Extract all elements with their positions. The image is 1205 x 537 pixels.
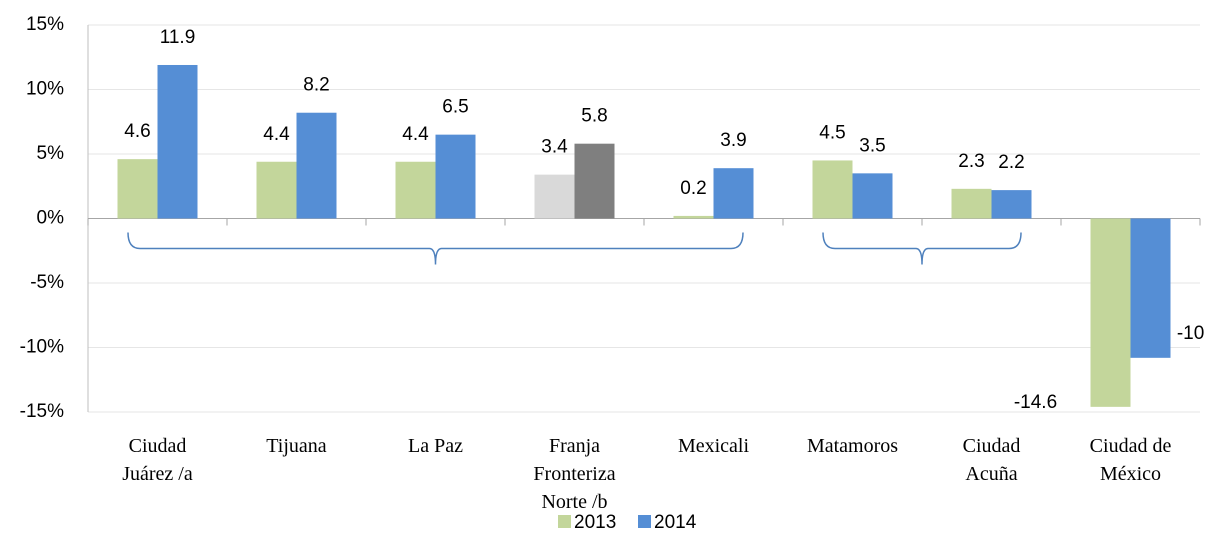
x-tick-label: Ciudad Acuña	[963, 435, 1021, 485]
value-label: -10.8	[1177, 323, 1205, 344]
value-label: 6.5	[442, 97, 468, 118]
bar	[296, 112, 337, 219]
legend-swatch	[638, 515, 651, 528]
value-label: 2.2	[998, 152, 1024, 173]
x-tick-label: La Paz	[408, 435, 463, 457]
value-label: -14.6	[1014, 392, 1057, 413]
y-tick-label: -5%	[30, 272, 64, 293]
bar	[1130, 218, 1171, 358]
bar	[673, 215, 714, 219]
y-tick-label: -15%	[20, 401, 64, 422]
value-label: 2.3	[958, 151, 984, 172]
x-tick-label: Ciudad de México	[1090, 435, 1172, 485]
bar	[117, 159, 158, 219]
value-label: 3.9	[720, 130, 746, 151]
y-tick-label: 10%	[26, 79, 64, 100]
x-tick-label: Matamoros	[807, 435, 898, 457]
legend-label: 2014	[654, 512, 697, 533]
group-brace	[127, 232, 744, 265]
bar	[574, 143, 615, 219]
bar	[534, 174, 575, 219]
value-label: 0.2	[680, 178, 706, 199]
x-tick-label: Mexicali	[678, 435, 750, 457]
legend-swatch	[558, 515, 571, 528]
value-label: 4.5	[819, 122, 845, 143]
bar	[435, 134, 476, 219]
bar	[256, 161, 297, 219]
bar	[812, 160, 853, 219]
value-label: 8.2	[303, 75, 329, 96]
bar	[951, 188, 992, 219]
y-tick-label: 0%	[37, 208, 65, 229]
bar	[1090, 218, 1131, 407]
value-label: 5.8	[581, 106, 607, 127]
legend-label: 2013	[574, 512, 616, 533]
value-label: 3.4	[541, 137, 568, 158]
value-label: 11.9	[160, 27, 196, 48]
x-tick-label: Franja Fronteriza Norte /b	[533, 435, 615, 513]
bar	[852, 173, 893, 219]
value-label: 4.4	[402, 124, 429, 145]
x-tick-label: Ciudad Juárez /a	[122, 435, 193, 485]
bar	[157, 64, 198, 219]
group-brace	[822, 232, 1022, 265]
bar	[395, 161, 436, 219]
y-tick-label: -10%	[20, 337, 64, 358]
value-label: 4.6	[124, 121, 150, 142]
y-tick-label: 15%	[26, 14, 64, 35]
y-tick-label: 5%	[37, 143, 65, 164]
bar	[713, 168, 754, 219]
x-tick-label: Tijuana	[266, 435, 327, 457]
value-label: 4.4	[263, 124, 290, 145]
bar	[991, 190, 1032, 219]
value-label: 3.5	[859, 135, 885, 156]
